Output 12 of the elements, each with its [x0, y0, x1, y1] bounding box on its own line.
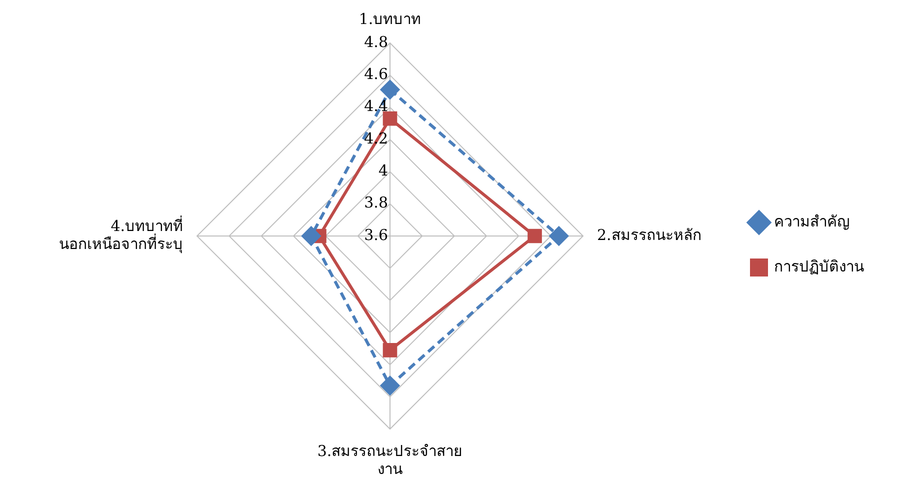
- legend-label: การปฏิบัติงาน: [774, 257, 864, 276]
- legend-label: ความสำคัญ: [774, 212, 850, 230]
- y-tick-label: 4.4: [364, 97, 388, 116]
- y-tick-label: 3.6: [364, 226, 388, 244]
- y-tick-label: 4.8: [364, 32, 388, 51]
- spoke-label: 2.สมรรถนะหลัก: [597, 226, 702, 244]
- y-tick-label: 4: [378, 162, 388, 180]
- y-tick-label: 3.8: [364, 194, 388, 212]
- y-tick-label: 4.6: [364, 65, 388, 84]
- spoke-label: 4.บทบาทที่ นอกเหนือจากที่ระบุ: [59, 214, 183, 254]
- spoke-label: 3.สมรรถนะประจำสาย งาน: [317, 442, 463, 478]
- spoke-label: 1.บทบาท: [358, 10, 422, 28]
